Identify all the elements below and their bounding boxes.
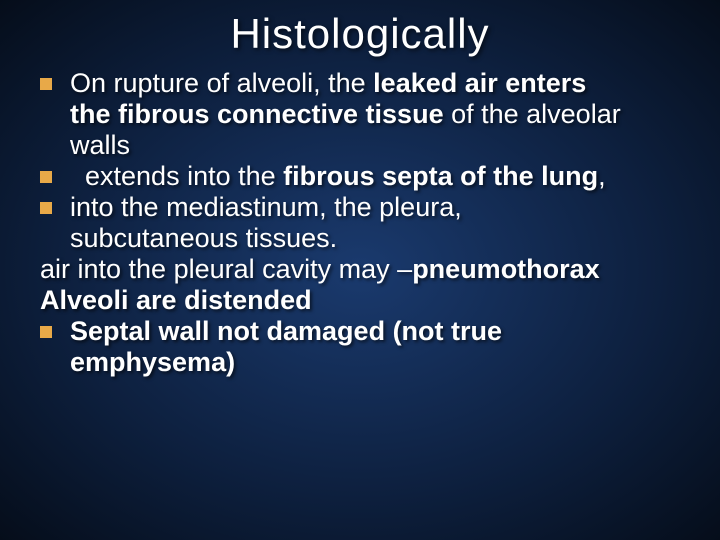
text-run: walls xyxy=(70,130,130,160)
text-bold: the fibrous connective tissue xyxy=(70,99,444,129)
bullet-item: Septal wall not damaged (not true xyxy=(40,316,690,347)
text-bold: fibrous septa of the lung xyxy=(283,161,598,191)
bullet-icon xyxy=(40,202,52,214)
text-bold: Septal wall not damaged (not true xyxy=(70,316,502,346)
bullet-icon xyxy=(40,171,52,183)
bullet-continuation: emphysema) xyxy=(40,347,690,378)
slide-title: Histologically xyxy=(0,0,720,68)
text-run: subcutaneous tissues. xyxy=(70,223,337,253)
bullet-item: On rupture of alveoli, the leaked air en… xyxy=(40,68,690,99)
text-line: air into the pleural cavity may –pneumot… xyxy=(40,254,690,285)
text-run: On rupture of alveoli, the xyxy=(70,68,373,98)
text-bold: leaked air enters xyxy=(373,68,586,98)
text-bold: emphysema) xyxy=(70,347,235,377)
bullet-icon xyxy=(40,78,52,90)
bullet-item: extends into the fibrous septa of the lu… xyxy=(40,161,690,192)
text-run: , xyxy=(598,161,606,191)
text-run: of the alveolar xyxy=(444,99,621,129)
bullet-continuation: subcutaneous tissues. xyxy=(40,223,690,254)
slide: Histologically On rupture of alveoli, th… xyxy=(0,0,720,540)
bullet-continuation: the fibrous connective tissue of the alv… xyxy=(40,99,690,130)
slide-body: On rupture of alveoli, the leaked air en… xyxy=(0,68,720,378)
text-bold: pneumothorax xyxy=(412,254,600,284)
text-bold: Alveoli are distended xyxy=(40,285,312,315)
text-run: air into the pleural cavity may – xyxy=(40,254,412,284)
text-line: Alveoli are distended xyxy=(40,285,690,316)
text-run: into the mediastinum, the pleura, xyxy=(70,192,462,222)
bullet-continuation: walls xyxy=(40,130,690,161)
bullet-item: into the mediastinum, the pleura, xyxy=(40,192,690,223)
text-run: extends into the xyxy=(70,161,283,191)
bullet-icon xyxy=(40,326,52,338)
